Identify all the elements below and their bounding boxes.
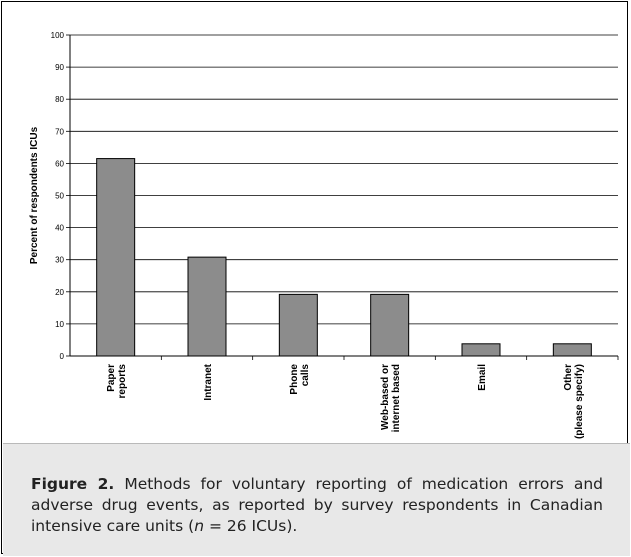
y-tick-label: 40 — [55, 224, 64, 233]
y-tick-label: 100 — [51, 31, 65, 40]
bar — [278, 293, 318, 357]
figure-caption: Figure 2. Methods for voluntary reportin… — [31, 474, 603, 537]
bar — [187, 256, 227, 357]
caption-label: Figure 2. — [31, 475, 115, 493]
caption-n-symbol: n — [194, 517, 205, 535]
bar — [370, 293, 410, 357]
x-tick-label: (please specify) — [574, 364, 585, 439]
x-tick-label: Email — [477, 364, 488, 391]
x-tick-label: reports — [117, 364, 128, 399]
caption-text: Methods for voluntary reporting of medic… — [31, 475, 603, 535]
x-tick-label: Intranet — [203, 363, 214, 400]
x-tick-label: Paper — [106, 364, 117, 392]
y-axis-label: Percent of respondents ICUs — [29, 126, 40, 264]
y-tick-label: 90 — [55, 63, 64, 72]
x-tick-label: calls — [300, 364, 311, 387]
y-tick-label: 50 — [55, 192, 64, 201]
x-tick-label: Web-based or — [380, 364, 391, 430]
caption-box: Figure 2. Methods for voluntary reportin… — [3, 443, 630, 556]
caption-text-end: = 26 ICUs). — [204, 517, 298, 535]
bar — [552, 343, 592, 357]
y-tick-label: 10 — [55, 320, 64, 329]
bar-chart: 0 10 20 30 40 50 60 70 80 90 100 Percent of respond… — [29, 31, 619, 439]
y-tick-label: 70 — [55, 127, 64, 136]
bar — [461, 343, 501, 357]
y-tick-label: 80 — [55, 95, 64, 104]
x-tick-label: Phone — [289, 364, 300, 395]
chart-area: 0 10 20 30 40 50 60 70 80 90 100 Percent of respond… — [10, 10, 627, 442]
y-tick-label: 60 — [55, 159, 64, 168]
y-tick-label: 20 — [55, 288, 64, 297]
x-tick-label: internet based — [391, 364, 402, 432]
y-tick-label: 0 — [60, 352, 65, 361]
x-tick-label: Other — [563, 364, 574, 391]
y-tick-label: 30 — [55, 256, 64, 265]
bar — [96, 158, 136, 357]
